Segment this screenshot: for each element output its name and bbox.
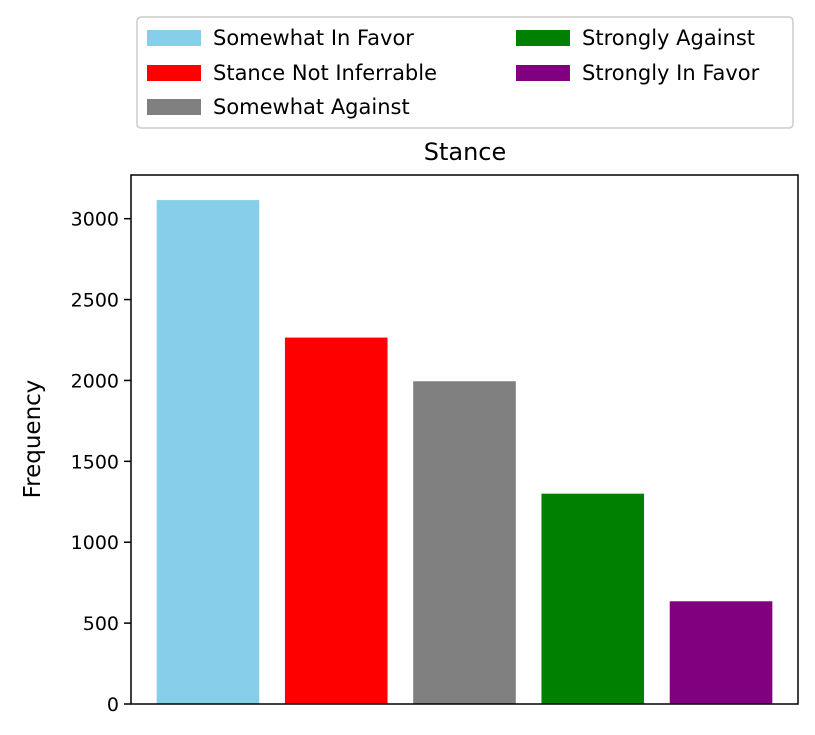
y-tick-label: 500 xyxy=(83,613,119,635)
y-axis-label: Frequency xyxy=(20,380,46,499)
legend-label: Strongly Against xyxy=(582,26,755,50)
legend-swatch xyxy=(516,30,570,46)
chart-title: Stance xyxy=(424,138,507,166)
y-tick-label: 1000 xyxy=(71,532,119,554)
y-axis: 0 500 1000 1500 2000 2500 3000 xyxy=(71,209,131,716)
legend-swatch xyxy=(516,65,570,81)
y-tick-label: 2000 xyxy=(71,370,119,392)
bar-somewhat-in-favor xyxy=(156,200,260,704)
legend-label: Strongly In Favor xyxy=(582,61,760,85)
y-tick-label: 0 xyxy=(107,694,119,716)
bar-somewhat-against xyxy=(413,381,516,704)
legend-label: Somewhat Against xyxy=(213,95,410,119)
bar-strongly-in-favor xyxy=(669,601,773,704)
plot-frame xyxy=(130,174,799,705)
legend-frame xyxy=(136,16,794,129)
bar-stance-not-inferrable xyxy=(284,337,388,704)
legend-label: Somewhat In Favor xyxy=(213,26,414,50)
legend-swatch xyxy=(147,65,201,81)
y-tick-label: 1500 xyxy=(71,451,119,473)
legend-swatch xyxy=(147,30,201,46)
bars xyxy=(156,200,773,704)
legend-swatch xyxy=(147,99,201,115)
legend-label: Stance Not Inferrable xyxy=(213,61,437,85)
bar-strongly-against xyxy=(541,493,645,704)
legend: Somewhat In Favor Stance Not Inferrable So… xyxy=(136,16,794,129)
y-tick-label: 3000 xyxy=(71,209,119,231)
y-tick-label: 2500 xyxy=(71,290,119,312)
